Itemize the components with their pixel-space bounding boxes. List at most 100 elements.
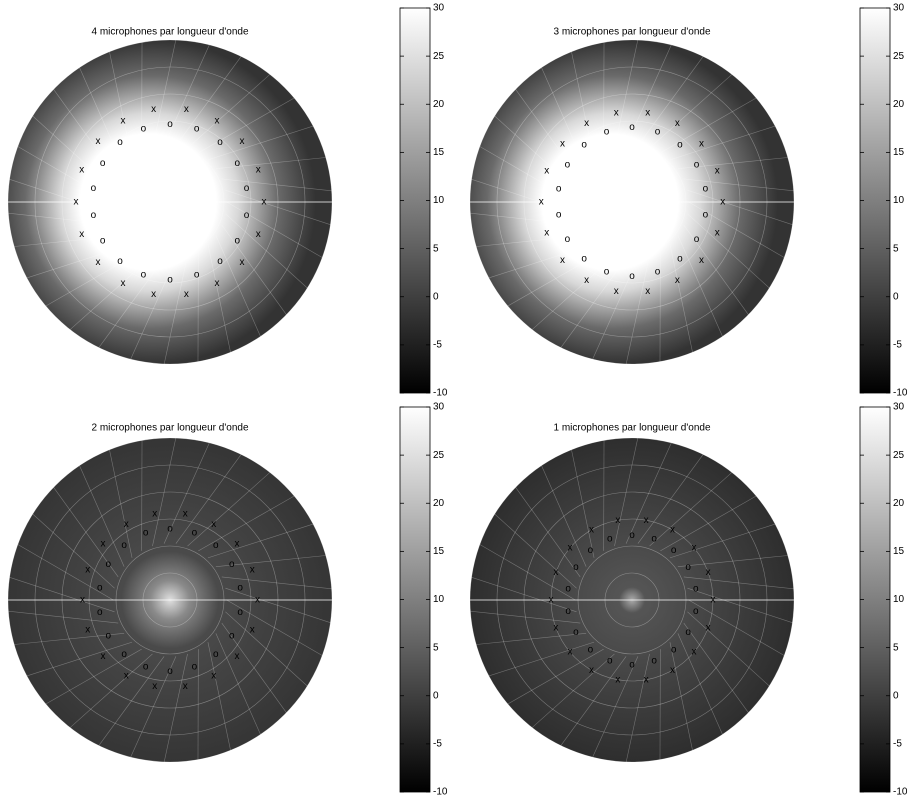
mesh-line	[470, 212, 581, 226]
mic-x: x	[544, 228, 549, 239]
mesh-line	[207, 523, 314, 559]
mesh-line	[507, 250, 604, 307]
mesh-line	[17, 544, 114, 601]
mic-o: o	[655, 267, 661, 278]
mic-o: o	[581, 140, 587, 151]
mesh-line	[207, 244, 231, 353]
mesh-line	[683, 178, 794, 192]
mic-x: x	[100, 538, 105, 549]
mic-x: x	[584, 275, 589, 286]
mesh-line	[515, 487, 581, 578]
mic-o: o	[167, 119, 173, 130]
polar-plot	[7, 437, 333, 763]
mesh-line	[649, 74, 733, 149]
mesh-line	[8, 212, 119, 226]
mic-x: x	[124, 670, 129, 681]
mic-x: x	[670, 665, 675, 676]
mic-x: x	[539, 197, 544, 208]
colorbar-tick-label: 0	[433, 291, 439, 302]
mesh-line	[17, 146, 114, 203]
colorbar-tick-label: 20	[433, 498, 445, 509]
mic-x: x	[560, 138, 565, 149]
mesh-line	[69, 255, 153, 330]
mesh-line	[625, 255, 650, 364]
mic-x: x	[151, 104, 156, 115]
mic-x: x	[715, 228, 720, 239]
mesh-line	[471, 577, 577, 613]
mic-o: o	[573, 562, 579, 573]
mic-x: x	[121, 278, 126, 289]
mic-x: x	[706, 567, 711, 578]
mic-o: o	[685, 627, 691, 638]
mesh-line	[637, 454, 704, 544]
mic-o: o	[556, 184, 562, 195]
mesh-line	[660, 495, 757, 552]
mesh-line	[488, 243, 595, 279]
mic-x: x	[235, 538, 240, 549]
mic-o: o	[141, 124, 147, 135]
mic-x: x	[720, 197, 725, 208]
panel-title: 2 microphones par longueur d'onde	[91, 423, 248, 434]
mesh-line	[163, 44, 210, 146]
mesh-line	[109, 449, 133, 558]
mic-x: x	[239, 136, 244, 147]
mic-x: x	[96, 136, 101, 147]
mic-o: o	[141, 270, 147, 281]
mic-x: x	[250, 625, 255, 636]
mic-x: x	[256, 165, 261, 176]
mic-o: o	[235, 236, 241, 247]
mic-o: o	[143, 528, 149, 539]
mic-x: x	[152, 681, 157, 692]
colorbar-tick-label: 0	[433, 690, 439, 701]
mesh-line	[677, 555, 788, 567]
mic-x: x	[79, 229, 84, 240]
colorbar-tick-label: 25	[893, 51, 905, 62]
mesh-line	[476, 633, 587, 645]
mic-o: o	[117, 137, 123, 148]
colorbar	[859, 406, 891, 793]
mesh-line	[163, 255, 188, 364]
polar-plot	[7, 39, 333, 365]
mic-x: x	[151, 289, 156, 300]
mic-o: o	[703, 184, 709, 195]
mesh-line	[683, 224, 749, 315]
mic-o: o	[588, 545, 594, 556]
mic-o: o	[677, 254, 683, 265]
mesh-line	[163, 442, 210, 544]
mic-o: o	[655, 127, 661, 138]
mic-o: o	[703, 210, 709, 221]
mesh-line	[14, 633, 125, 645]
mic-o: o	[100, 158, 106, 169]
colorbar-tick-label: 15	[433, 147, 445, 158]
mesh-line	[669, 642, 693, 751]
mic-o: o	[192, 662, 198, 673]
mesh-line	[14, 235, 125, 247]
colorbar-tick-label: 30	[433, 3, 445, 14]
mesh-line	[221, 224, 287, 315]
colorbar-tick-label: 5	[433, 243, 439, 254]
mesh-line	[571, 51, 595, 160]
mesh-line	[53, 487, 119, 578]
mic-x: x	[261, 197, 266, 208]
mesh-line	[45, 648, 142, 705]
mesh-line	[221, 622, 287, 713]
mesh-line	[669, 244, 693, 353]
colorbar-tick-label: 30	[433, 402, 445, 413]
mic-o: o	[229, 559, 235, 570]
mesh-line	[688, 201, 785, 258]
mesh-line	[677, 235, 723, 337]
colorbar-tick-label: 10	[893, 594, 905, 605]
mic-x: x	[184, 104, 189, 115]
mesh-line	[592, 656, 639, 758]
mesh-line	[625, 442, 672, 544]
mesh-line	[215, 235, 261, 337]
mesh-line	[225, 189, 331, 225]
mesh-line	[109, 51, 133, 160]
mic-o: o	[121, 649, 127, 660]
colorbar-tick-label: 20	[893, 498, 905, 509]
mic-o: o	[573, 627, 579, 638]
mesh-line	[649, 472, 733, 547]
mic-o: o	[588, 644, 594, 655]
mic-o: o	[685, 562, 691, 573]
